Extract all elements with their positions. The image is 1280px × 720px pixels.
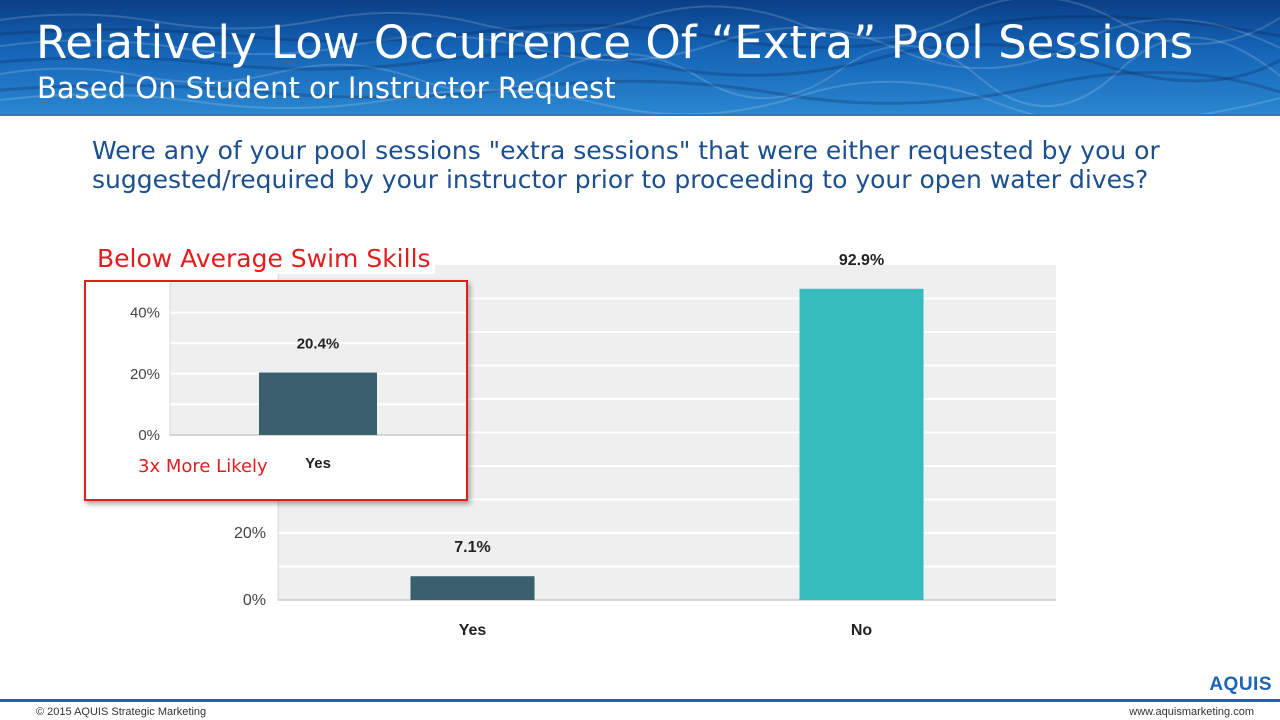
footer-website: www.aquismarketing.com bbox=[1129, 706, 1254, 718]
water-texture bbox=[0, 0, 1280, 114]
footer-copyright: © 2015 AQUIS Strategic Marketing bbox=[36, 706, 207, 718]
slide-subtitle: Based On Student or Instructor Request bbox=[37, 71, 616, 105]
main-data-label-yes: 7.1% bbox=[454, 539, 490, 556]
inset-y-tick-label: 20% bbox=[130, 366, 160, 383]
inset-annotation: 3x More Likely bbox=[138, 456, 268, 477]
inset-data-label-yes: 20.4% bbox=[297, 336, 340, 353]
slide-title: Relatively Low Occurrence Of “Extra” Poo… bbox=[36, 16, 1194, 69]
survey-question: Were any of your pool sessions "extra se… bbox=[92, 136, 1160, 194]
inset-bar-yes bbox=[259, 372, 377, 435]
inset-y-tick-label: 40% bbox=[130, 305, 160, 322]
inset-callout: 0% 20% 40% 20.4% Yes 3x More Likely bbox=[84, 280, 468, 501]
main-data-label-no: 92.9% bbox=[839, 252, 884, 269]
main-bar-yes bbox=[410, 576, 535, 600]
inset-category-label-yes: Yes bbox=[305, 455, 331, 472]
main-y-tick-label: 20% bbox=[234, 525, 266, 542]
main-bar-no bbox=[799, 288, 924, 600]
header-banner: Relatively Low Occurrence Of “Extra” Poo… bbox=[0, 0, 1280, 116]
inset-y-tick-label: 0% bbox=[138, 427, 160, 444]
inset-chart-title: Below Average Swim Skills bbox=[97, 244, 435, 274]
main-category-label-no: No bbox=[851, 622, 873, 639]
aquis-logo: AQUIS bbox=[1209, 674, 1272, 695]
footer-divider bbox=[0, 699, 1280, 702]
main-category-label-yes: Yes bbox=[459, 622, 487, 639]
inset-bar-chart: 0% 20% 40% 20.4% Yes bbox=[130, 282, 466, 472]
main-y-tick-label: 0% bbox=[243, 592, 266, 609]
